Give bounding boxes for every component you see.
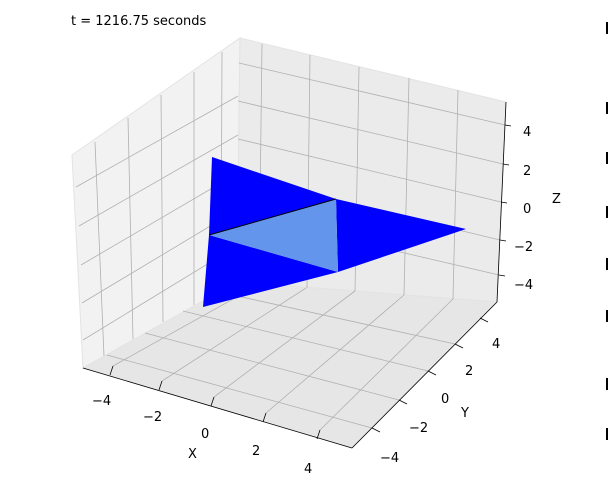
- z-tick-label: 0: [523, 202, 531, 217]
- z-tick-label: −4: [514, 278, 533, 293]
- tick-marks: [109, 124, 512, 440]
- x-tick-label: 2: [252, 444, 260, 459]
- y-tick-label: 4: [492, 337, 500, 352]
- y-tick-label: 0: [441, 392, 449, 407]
- time-annotation: t = 1216.75 seconds: [71, 14, 207, 29]
- x-tick-labels: −4 −2 0 2 4: [92, 394, 312, 477]
- z-tick-label: 4: [523, 125, 531, 140]
- x-axis-label: X: [188, 447, 197, 462]
- outer-triangle-right: [336, 199, 466, 272]
- z-tick-labels: 4 2 0 −2 −4: [514, 125, 533, 293]
- adjacent-panel-edge: [606, 22, 608, 440]
- surface-edge: [208, 198, 337, 236]
- outer-triangle-top: [209, 157, 336, 235]
- y-tick-label: −2: [409, 421, 428, 436]
- x-tick-label: 4: [304, 462, 312, 477]
- x-tick-label: −2: [143, 410, 162, 425]
- surface: [203, 157, 466, 307]
- y-tick-label: −4: [380, 451, 399, 466]
- inner-triangle: [209, 199, 338, 272]
- x-tick-label: −4: [92, 394, 111, 409]
- y-tick-labels: −4 −2 0 2 4: [380, 337, 500, 466]
- y-axis-label: Y: [460, 406, 469, 421]
- x-tick-label: 0: [201, 427, 209, 442]
- z-tick-label: 2: [523, 164, 531, 179]
- z-tick-label: −2: [514, 240, 533, 255]
- outer-triangle-bottom: [203, 235, 338, 307]
- z-axis-label: Z: [552, 192, 561, 207]
- y-tick-label: 2: [465, 364, 473, 379]
